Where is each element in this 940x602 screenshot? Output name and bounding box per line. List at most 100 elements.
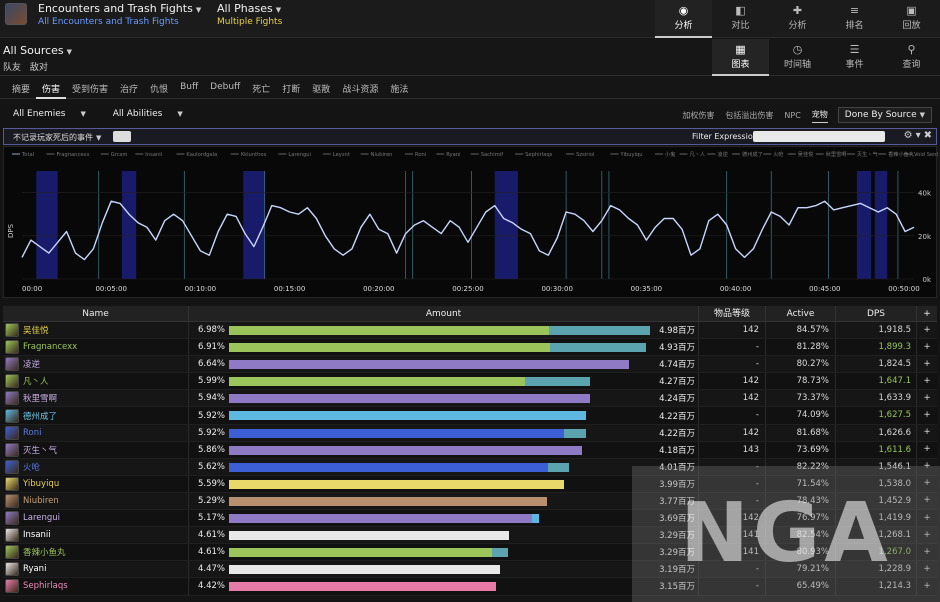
enemies-dropdown[interactable]: All Enemies ▼ (13, 109, 86, 119)
tab-item[interactable]: 仇恨 (150, 85, 169, 95)
expand-row-button[interactable]: + (923, 444, 931, 455)
top-nav-item[interactable]: ◧ 对比 (712, 0, 769, 38)
abilities-dropdown[interactable]: All Abilities ▼ (112, 109, 183, 119)
player-name[interactable]: Insanii (23, 530, 51, 541)
top-nav-item[interactable]: ✚ 分析 (769, 0, 826, 38)
expand-row-button[interactable]: + (923, 427, 931, 438)
death-filter-input[interactable] (113, 131, 131, 142)
chevron-down-icon[interactable]: ▾ (915, 130, 921, 141)
x-tick-label: 00:15:00 (274, 285, 305, 293)
class-avatar-icon (5, 579, 19, 594)
col-active[interactable]: Active (766, 306, 836, 321)
player-name[interactable]: 秋里雪啊 (23, 394, 58, 405)
tab-item[interactable]: 死亡 (252, 85, 271, 95)
player-name[interactable]: 火呛 (23, 462, 41, 473)
chevron-down-icon: ▼ (96, 134, 102, 142)
gear-icon[interactable]: ⚙ (903, 130, 913, 141)
table-row[interactable]: Larengui 5.17% 3.69百万 142 76.97% 1,419.9 + (3, 510, 937, 528)
expand-row-button[interactable]: + (923, 478, 931, 489)
col-name[interactable]: Name (3, 306, 189, 321)
expand-row-button[interactable]: + (923, 461, 931, 472)
table-row[interactable]: 火呛 5.62% 4.01百万 -82.22% 1,546.1 + (3, 458, 937, 476)
view-nav-item[interactable]: ▦ 图表 (712, 39, 769, 76)
col-add[interactable]: + (923, 309, 931, 319)
expand-row-button[interactable]: + (923, 341, 931, 352)
table-row[interactable]: 香辣小鱼丸 4.61% 3.29百万 141 80.93% 1,267.0 + (3, 544, 937, 562)
player-name[interactable]: Sephirlaqs (23, 581, 68, 592)
encounter-selector[interactable]: Encounters and Trash Fights ▼ (38, 2, 202, 15)
group-by-dropdown[interactable]: Done By Source ▼ (837, 107, 932, 123)
player-name[interactable]: 凌逆 (23, 360, 41, 371)
view-nav-item[interactable]: ☰ 事件 (826, 39, 883, 76)
player-name[interactable]: Ryani (23, 564, 47, 575)
view-nav: ▦ 图表 ◷ 时间轴 ☰ 事件 ⚲ 查询 (712, 39, 940, 76)
expand-row-button[interactable]: + (923, 324, 931, 335)
tab-item[interactable]: 驱散 (312, 85, 331, 95)
player-name[interactable]: 凡丶人 (23, 377, 49, 388)
death-filter-dropdown[interactable]: 不记录玩家死后的事件 ▼ (13, 133, 102, 142)
col-dps[interactable]: DPS (836, 306, 917, 321)
tab-item[interactable]: Buff (180, 82, 199, 92)
filter-option[interactable]: 加权伤害 (682, 110, 715, 120)
view-nav-item[interactable]: ◷ 时间轴 (769, 39, 826, 76)
top-nav-item[interactable]: ◉ 分析 (655, 0, 712, 38)
player-name[interactable]: 香辣小鱼丸 (23, 548, 66, 559)
expand-row-button[interactable]: + (923, 375, 931, 386)
phase-selector[interactable]: All Phases ▼ (217, 2, 282, 15)
active-cell: 79.21% (766, 561, 836, 578)
table-row[interactable]: Fragnancexx 6.91% 4.93百万 -81.28% 1,899.3 + (3, 339, 937, 357)
player-name[interactable]: Roni (23, 427, 42, 438)
tab-item[interactable]: 受到伤害 (72, 85, 109, 95)
tab-item[interactable]: 摘要 (12, 85, 31, 95)
expand-row-button[interactable]: + (923, 410, 931, 421)
tab-item[interactable]: 治疗 (120, 85, 139, 95)
filter-option[interactable]: NPC (784, 110, 801, 120)
expand-row-button[interactable]: + (923, 546, 931, 557)
tab-item[interactable]: Debuff (210, 82, 241, 92)
filter-expression-input[interactable] (753, 131, 885, 142)
table-row[interactable]: 秋里雪啊 5.94% 4.24百万 142 73.37% 1,633.9 + (3, 390, 937, 408)
expand-row-button[interactable]: + (923, 392, 931, 403)
table-row[interactable]: 凡丶人 5.99% 4.27百万 142 78.73% 1,647.1 + (3, 373, 937, 391)
table-row[interactable]: Niubiren 5.29% 3.77百万 -78.43% 1,452.9 + (3, 492, 937, 511)
table-row[interactable]: Ryani 4.47% 3.19百万 -79.21% 1,228.9 + (3, 561, 937, 579)
tab-item[interactable]: 伤害 (36, 77, 67, 99)
expand-row-button[interactable]: + (923, 358, 931, 369)
expand-row-button[interactable]: + (923, 512, 931, 523)
player-name[interactable]: Yibuyiqu (23, 478, 60, 489)
table-row[interactable]: Insanii 4.61% 3.29百万 141 82.54% 1,268.1 + (3, 527, 937, 545)
table-row[interactable]: Sephirlaqs 4.42% 3.15百万 -65.49% 1,214.3 + (3, 578, 937, 596)
source-selector[interactable]: All Sources ▼ (3, 44, 73, 57)
table-row[interactable]: 吴佳悦 6.98% 4.98百万 142 84.57% 1,918.5 + (3, 322, 937, 340)
col-amount[interactable]: Amount (189, 306, 699, 321)
expand-row-button[interactable]: + (923, 580, 931, 591)
dps-cell: 1,267.0 (836, 544, 917, 561)
source-friendly-link[interactable]: 队友 (3, 63, 22, 73)
source-hostile-link[interactable]: 敌对 (29, 63, 48, 73)
player-name[interactable]: 吴佳悦 (23, 326, 49, 337)
tab-item[interactable]: 战斗资源 (342, 85, 379, 95)
tab-item[interactable]: 施法 (390, 85, 409, 95)
player-name[interactable]: Niubiren (23, 495, 59, 506)
col-ilvl[interactable]: 物品等级 (699, 306, 766, 321)
table-row[interactable]: 凌逆 6.64% 4.74百万 -80.27% 1,824.5 + (3, 356, 937, 374)
close-icon[interactable]: ✖ (923, 130, 932, 141)
table-row[interactable]: 德州成了 5.92% 4.22百万 -74.09% 1,627.5 + (3, 407, 937, 425)
player-name[interactable]: 灭生丶气 (23, 445, 58, 456)
chevron-down-icon: ▼ (919, 111, 925, 119)
expand-row-button[interactable]: + (923, 529, 931, 540)
player-name[interactable]: 德州成了 (23, 411, 58, 422)
view-nav-item[interactable]: ⚲ 查询 (883, 39, 940, 76)
expand-row-button[interactable]: + (923, 563, 931, 574)
expand-row-button[interactable]: + (923, 495, 931, 506)
filter-option[interactable]: 包括溢出伤害 (725, 110, 774, 120)
table-row[interactable]: Roni 5.92% 4.22百万 142 81.68% 1,626.6 + (3, 424, 937, 442)
player-name[interactable]: Larengui (23, 513, 61, 524)
tab-item[interactable]: 打断 (282, 85, 301, 95)
top-nav-item[interactable]: ≡ 排名 (826, 0, 883, 38)
filter-option[interactable]: 宠物 (811, 107, 828, 123)
table-row[interactable]: 灭生丶气 5.86% 4.18百万 143 73.69% 1,611.6 + (3, 441, 937, 459)
table-row[interactable]: Yibuyiqu 5.59% 3.99百万 -71.54% 1,538.0 + (3, 475, 937, 493)
player-name[interactable]: Fragnancexx (23, 342, 78, 353)
top-nav-item[interactable]: ▣ 回放 (883, 0, 940, 38)
